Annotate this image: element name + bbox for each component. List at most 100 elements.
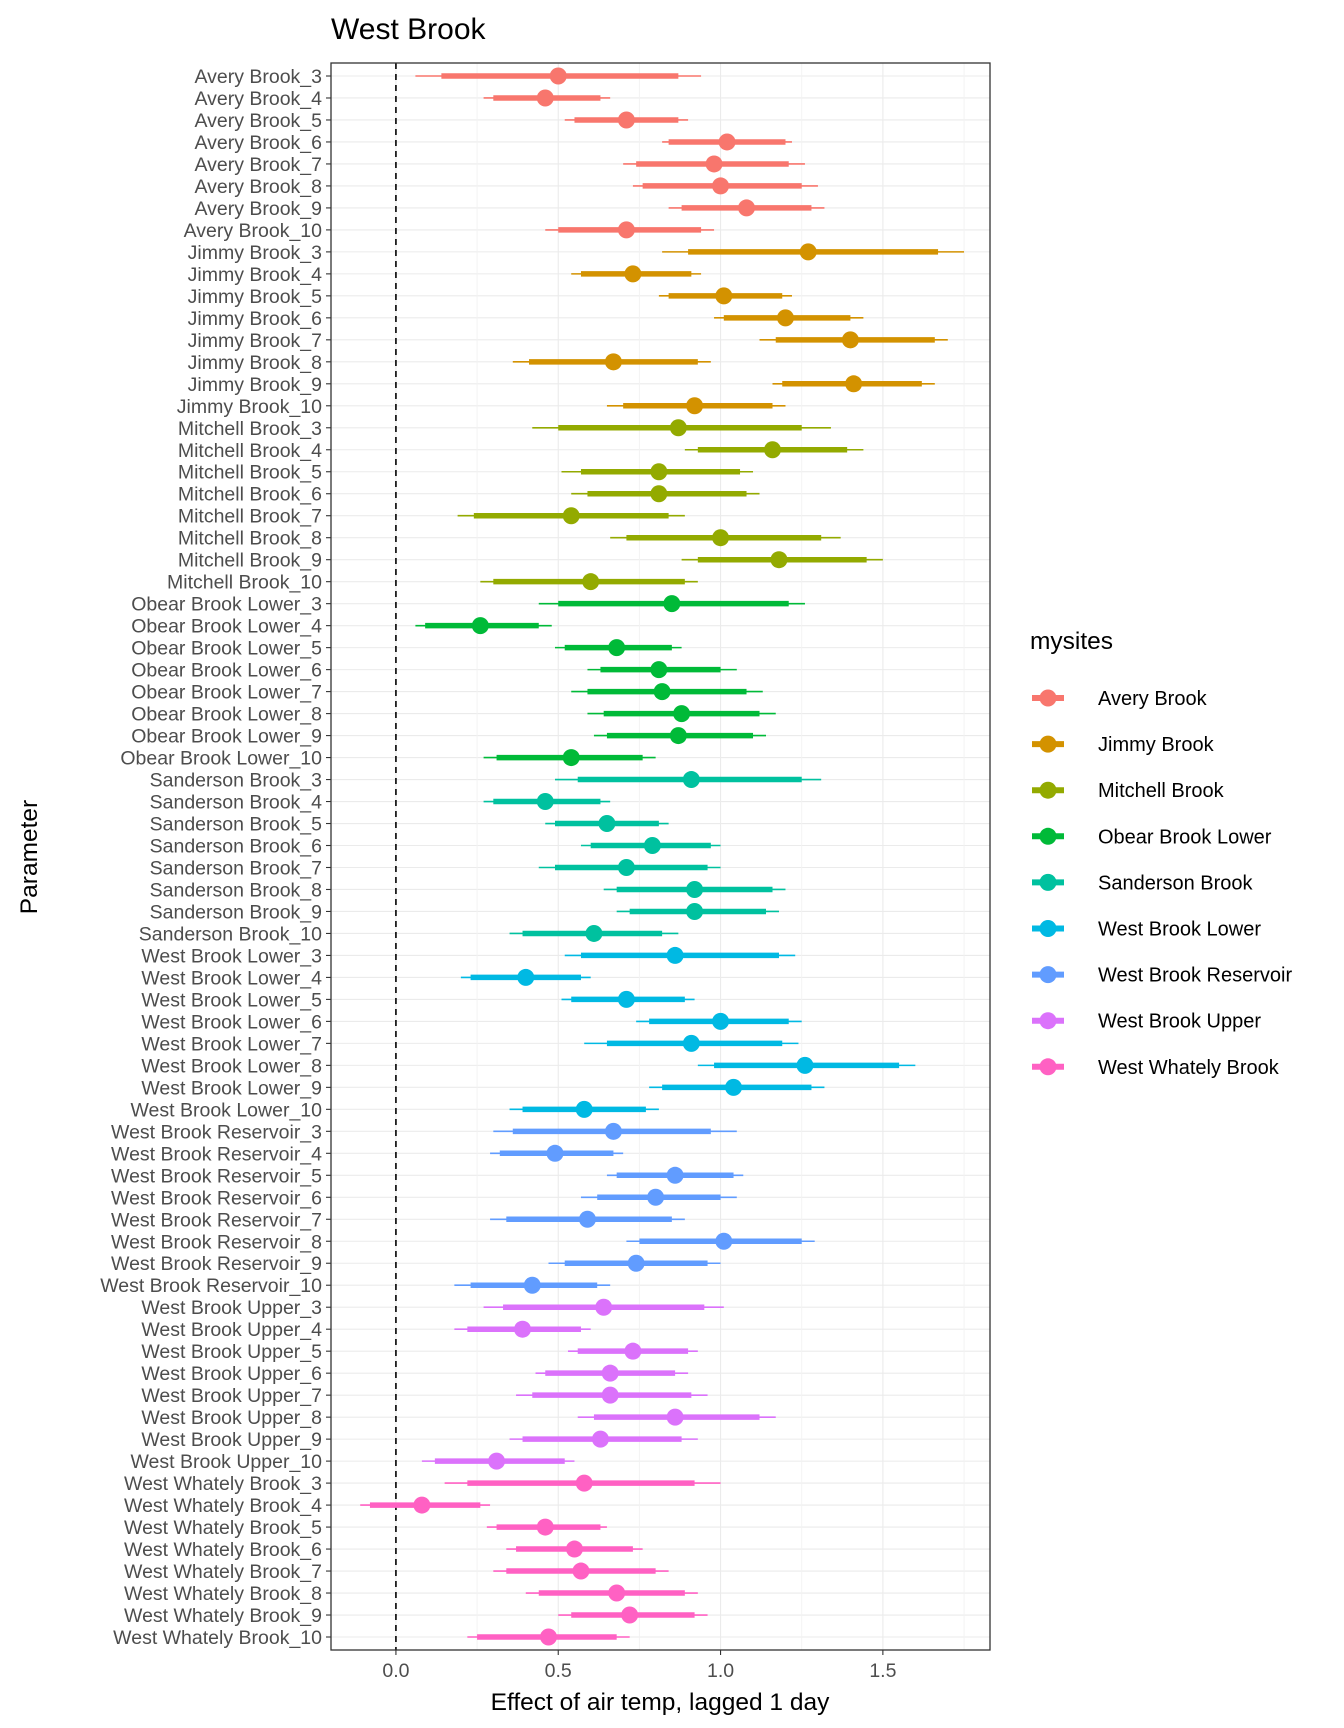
point-range: [772, 375, 935, 393]
point-range: [493, 1122, 737, 1140]
legend-label: West Whately Brook: [1098, 1057, 1280, 1079]
y-axis-label: Parameter: [16, 800, 43, 914]
y-tick-label: Jimmy Brook_10: [177, 396, 322, 418]
panel-border: [330, 62, 991, 1651]
legend-key-point: [1039, 689, 1057, 707]
point-estimate: [604, 353, 622, 371]
point-estimate: [595, 1298, 613, 1316]
legend-item: West Brook Upper: [1032, 1011, 1261, 1033]
point-range: [697, 1056, 916, 1074]
legend-key-point: [1039, 873, 1057, 891]
y-tick-label: West Whately Brook_3: [124, 1473, 322, 1495]
y-tick-label: West Brook Reservoir_4: [111, 1143, 322, 1165]
point-range: [616, 902, 779, 920]
point-estimate: [647, 1188, 665, 1206]
point-range: [571, 683, 763, 701]
point-estimate: [624, 1342, 642, 1360]
point-estimate: [841, 331, 859, 349]
point-range: [454, 1320, 591, 1338]
point-range: [606, 397, 786, 415]
point-range: [662, 243, 965, 261]
point-range: [490, 1144, 624, 1162]
y-tick-label: West Brook Lower_4: [141, 967, 322, 989]
point-range: [564, 111, 689, 129]
point-range: [577, 1408, 776, 1426]
y-tick-label: West Brook Upper_3: [141, 1297, 322, 1319]
y-tick-label: West Brook Upper_8: [141, 1407, 322, 1429]
point-estimate: [601, 1364, 619, 1382]
point-range: [603, 880, 786, 898]
point-range: [512, 353, 711, 371]
y-tick-label: Sanderson Brook_7: [150, 857, 322, 879]
point-range: [580, 837, 721, 855]
point-range: [421, 1452, 575, 1470]
point-range: [415, 617, 552, 635]
point-estimate: [663, 595, 681, 613]
legend-item: Avery Brook: [1032, 688, 1208, 710]
y-tick-label: Avery Brook_9: [194, 198, 322, 220]
point-estimate: [471, 617, 489, 635]
y-tick-label: Avery Brook_5: [194, 110, 322, 132]
point-estimate: [770, 551, 788, 569]
point-estimate: [712, 529, 730, 547]
point-range: [535, 1364, 689, 1382]
legend-item: Mitchell Brook: [1032, 780, 1225, 802]
point-estimate: [488, 1452, 506, 1470]
point-range: [606, 1166, 744, 1184]
legend-label: West Brook Reservoir: [1098, 965, 1292, 987]
point-estimate: [796, 1056, 814, 1074]
point-range: [483, 1298, 724, 1316]
point-range: [636, 1012, 802, 1030]
point-estimate: [666, 946, 684, 964]
x-tick-label: 1.5: [869, 1660, 896, 1682]
y-tick-label: Mitchell Brook_3: [178, 418, 322, 440]
point-range: [632, 177, 818, 195]
y-tick-label: West Brook Reservoir_5: [111, 1165, 322, 1187]
y-tick-label: Mitchell Brook_6: [178, 484, 322, 506]
point-estimate: [562, 507, 580, 525]
y-tick-label: West Brook Upper_10: [131, 1451, 323, 1473]
point-range: [558, 1606, 708, 1624]
point-range: [548, 1254, 721, 1272]
point-estimate: [650, 661, 668, 679]
y-tick-label: Obear Brook Lower_4: [131, 616, 322, 638]
plot-panel: [331, 63, 990, 1650]
y-tick-label: Sanderson Brook_3: [150, 770, 322, 792]
point-range: [564, 946, 796, 964]
point-estimate: [682, 1034, 700, 1052]
point-range: [532, 419, 831, 437]
point-range: [587, 705, 776, 723]
point-estimate: [582, 573, 600, 591]
point-range: [587, 661, 737, 679]
point-estimate: [572, 1562, 590, 1580]
point-range: [658, 287, 792, 305]
point-estimate: [575, 1100, 593, 1118]
legend-item: West Whately Brook: [1032, 1057, 1280, 1079]
y-tick-label: Avery Brook_8: [194, 176, 322, 198]
point-estimate: [653, 683, 671, 701]
point-estimate: [725, 1078, 743, 1096]
y-tick-label: Jimmy Brook_9: [188, 374, 322, 396]
y-tick-label: Mitchell Brook_10: [167, 572, 322, 594]
y-tick-label: Sanderson Brook_4: [150, 792, 323, 814]
point-estimate: [617, 111, 635, 129]
point-range: [467, 1628, 630, 1646]
point-estimate: [617, 221, 635, 239]
y-tick-label: West Brook Upper_4: [141, 1319, 322, 1341]
point-range: [545, 221, 715, 239]
point-range: [444, 1474, 721, 1492]
y-tick-label: West Whately Brook_7: [124, 1561, 322, 1583]
y-tick-label: West Brook Upper_9: [141, 1429, 322, 1451]
legend-key-point: [1039, 1012, 1057, 1030]
point-estimate: [608, 1584, 626, 1602]
x-tick-label: 0.5: [545, 1660, 572, 1682]
point-estimate: [621, 1606, 639, 1624]
point-range: [486, 1518, 607, 1536]
y-tick-label: West Brook Upper_5: [141, 1341, 322, 1363]
legend-title: mysites: [1030, 628, 1113, 655]
y-tick-label: Avery Brook_4: [194, 88, 322, 110]
point-range: [457, 507, 685, 525]
point-range: [623, 155, 805, 173]
legend-key-point: [1039, 966, 1057, 984]
